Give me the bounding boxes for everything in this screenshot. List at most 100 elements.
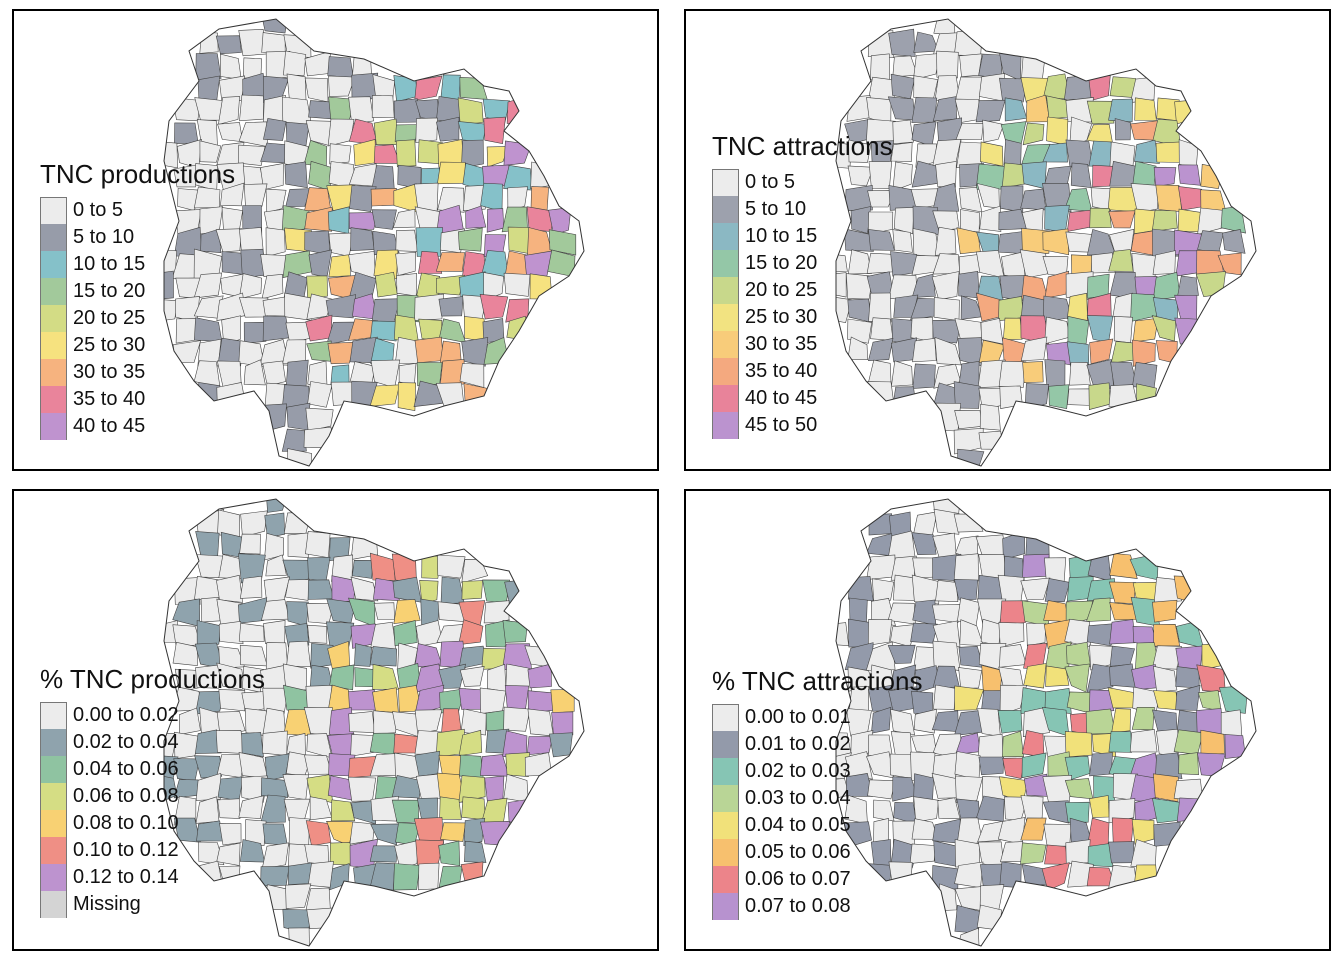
map-zone [307, 381, 333, 408]
legend-swatch [40, 837, 67, 864]
map-zone [463, 316, 487, 342]
map-zone [329, 664, 355, 691]
map-zone [463, 817, 486, 846]
map-zone [1091, 252, 1116, 274]
map-zone [262, 823, 288, 846]
map-zone [217, 337, 243, 367]
map-zone [1173, 729, 1204, 755]
map-zone [457, 97, 484, 126]
map-zone [998, 622, 1025, 648]
map-zone [1109, 663, 1137, 688]
map-zone [391, 775, 423, 799]
map-zone [465, 205, 487, 229]
map-zone [955, 775, 983, 804]
map-zone [913, 796, 939, 823]
map-zone [1131, 819, 1155, 845]
map-panel-tnc-attractions: TNC attractions 0 to 5 5 to 10 10 to 15 15 … [684, 9, 1331, 471]
map-zone [305, 407, 334, 432]
map-zone [1065, 97, 1094, 123]
map-zone [304, 754, 333, 775]
map-zone [305, 684, 333, 709]
map-zone [1130, 230, 1156, 256]
legend-swatch [712, 169, 739, 196]
map-zone [1088, 689, 1115, 715]
map-zone [979, 141, 1004, 167]
map-zone [348, 96, 374, 125]
map-zone [892, 161, 913, 192]
map-zone [304, 77, 329, 103]
map-zone [850, 206, 872, 234]
map-zone [1089, 338, 1114, 365]
map-zone [372, 687, 399, 713]
map-zone [958, 667, 983, 689]
map-zone [262, 730, 288, 756]
legend-label: 0.12 to 0.14 [73, 866, 179, 888]
map-zone [354, 643, 373, 667]
map-zone [999, 861, 1022, 889]
map-zone [955, 122, 984, 141]
map-zone [550, 689, 575, 714]
map-zone [393, 863, 421, 891]
map-zone [237, 597, 268, 624]
legend-label: 0.06 to 0.07 [745, 868, 851, 890]
map-zone [503, 773, 529, 803]
map-zone [1001, 730, 1024, 758]
map-zone [1174, 317, 1204, 345]
map-panel-tnc-productions: TNC productions 0 to 5 5 to 10 10 to 15 15 … [12, 9, 659, 471]
legend-swatch [40, 702, 67, 729]
map-zone [847, 336, 869, 360]
map-zone [486, 146, 509, 168]
map-zone [327, 341, 355, 365]
legend-item: 30 to 35 [712, 331, 893, 358]
map-zone [1220, 709, 1243, 737]
map-zone [265, 227, 286, 257]
map-zone [911, 121, 937, 147]
map-zone [1042, 228, 1070, 256]
map-zone [260, 163, 284, 191]
legend-label: 0.04 to 0.06 [73, 758, 179, 780]
map-zone [1066, 292, 1088, 321]
legend-label: 0.10 to 0.12 [73, 839, 179, 861]
map-zone [483, 116, 506, 145]
map-zone [369, 384, 400, 407]
map-zone [933, 840, 958, 867]
map-zone [373, 602, 395, 620]
map-zone [1026, 623, 1047, 647]
map-zone [1153, 665, 1178, 693]
map-zone [911, 273, 936, 298]
legend-label: 15 to 20 [745, 252, 818, 274]
legend: TNC attractions 0 to 5 5 to 10 10 to 15 15 … [712, 131, 893, 439]
map-zone [457, 227, 483, 252]
map-zone [1044, 316, 1070, 345]
legend-label: 0.05 to 0.06 [745, 841, 851, 863]
map-zone [1224, 734, 1246, 759]
map-zone [262, 315, 291, 342]
map-zone [1021, 752, 1047, 779]
map-zone [438, 663, 467, 689]
map-zone [887, 602, 916, 625]
map-zone [999, 644, 1027, 668]
map-zone [1197, 690, 1222, 712]
map-zone [526, 736, 554, 756]
map-zone [507, 186, 528, 213]
map-zone [283, 50, 307, 76]
legend-label: 35 to 40 [745, 360, 818, 382]
map-zone [1022, 122, 1045, 146]
legend-swatch [712, 412, 739, 439]
map-zone [1067, 315, 1090, 345]
legend-label: 0.02 to 0.04 [73, 731, 179, 753]
map-zone [414, 709, 443, 734]
legend-item: 0.03 to 0.04 [712, 785, 922, 812]
map-zone [909, 843, 937, 864]
map-zone [306, 907, 334, 930]
legend-item: 0.02 to 0.03 [712, 758, 922, 785]
map-zone [999, 185, 1024, 213]
map-zone [1108, 210, 1136, 229]
map-zone [867, 779, 896, 800]
map-zone [1003, 139, 1022, 166]
map-zone [373, 710, 398, 735]
legend-item: 20 to 25 [40, 305, 235, 332]
map-zone [1109, 602, 1137, 621]
map-zone [458, 619, 484, 646]
map-zone [303, 426, 335, 449]
